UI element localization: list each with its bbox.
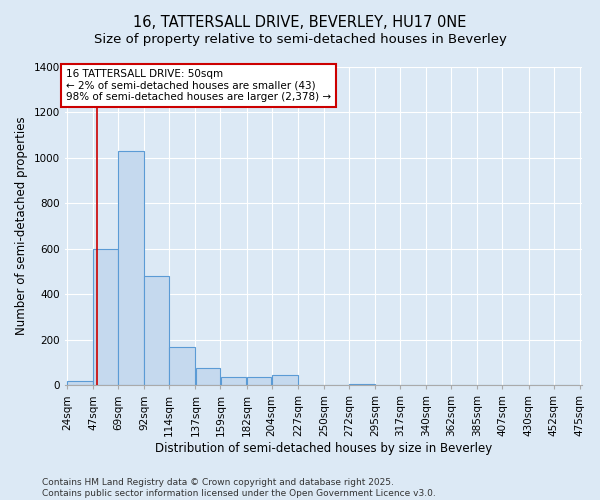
Bar (93, 248, 118, 386)
Y-axis label: Number of semi-detached properties: Number of semi-detached properties (15, 116, 28, 335)
Bar (145, 276, 169, 386)
Bar (272, 375, 298, 386)
Bar (67, 380, 93, 386)
Bar (196, 368, 220, 386)
Bar (118, 151, 144, 386)
Bar (349, 384, 375, 386)
Bar (247, 378, 271, 386)
Text: Size of property relative to semi-detached houses in Beverley: Size of property relative to semi-detach… (94, 32, 506, 46)
Text: Contains HM Land Registry data © Crown copyright and database right 2025.
Contai: Contains HM Land Registry data © Crown c… (42, 478, 436, 498)
Text: 16 TATTERSALL DRIVE: 50sqm
← 2% of semi-detached houses are smaller (43)
98% of : 16 TATTERSALL DRIVE: 50sqm ← 2% of semi-… (66, 69, 331, 102)
Text: 16, TATTERSALL DRIVE, BEVERLEY, HU17 0NE: 16, TATTERSALL DRIVE, BEVERLEY, HU17 0NE (133, 15, 467, 30)
Bar (169, 346, 195, 386)
X-axis label: Distribution of semi-detached houses by size in Beverley: Distribution of semi-detached houses by … (155, 442, 492, 455)
Bar (221, 378, 247, 386)
